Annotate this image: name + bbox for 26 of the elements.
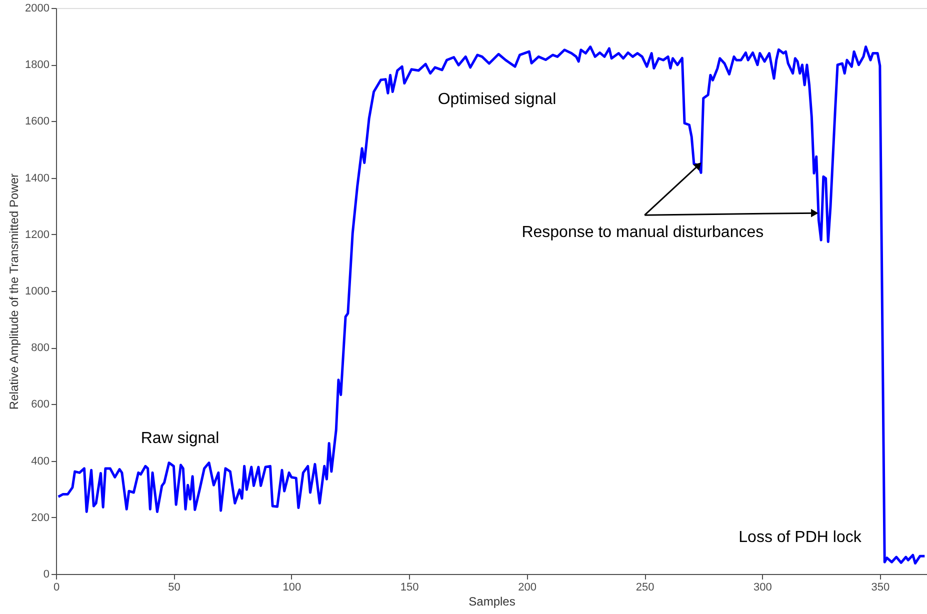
- x-tick-label: 300: [754, 582, 772, 594]
- y-tick-label: 1800: [25, 59, 50, 72]
- annotation: Loss of PDH lock: [738, 529, 862, 546]
- x-tick-label: 0: [53, 582, 60, 594]
- x-tick-label: 200: [518, 582, 536, 594]
- annotation: Optimised signal: [438, 91, 556, 108]
- x-tick-label: 150: [400, 582, 419, 594]
- x-tick-label: 50: [168, 582, 180, 594]
- x-tick-label: 100: [282, 582, 302, 594]
- annotation: Response to manual disturbances: [522, 224, 764, 242]
- y-tick-label: 200: [31, 512, 50, 524]
- annotation: Raw signal: [140, 430, 220, 447]
- y-tick-label: 600: [31, 398, 50, 411]
- y-tick-label: 800: [31, 342, 50, 354]
- y-tick-label: 1000: [25, 286, 50, 298]
- x-tick-label: 250: [636, 582, 654, 594]
- x-axis-title: Samples: [468, 594, 516, 608]
- x-tick-label: 350: [871, 582, 890, 594]
- y-tick-label: 2000: [25, 2, 50, 14]
- y-tick-label: 1600: [25, 116, 50, 128]
- y-axis-title: Relative Amplitude of the Transmitted Power: [7, 173, 22, 410]
- line-series: [57, 46, 926, 564]
- y-tick-label: 400: [31, 455, 50, 468]
- y-tick-label: 1200: [25, 228, 50, 241]
- y-tick-label: 1400: [25, 172, 50, 184]
- y-tick-label: 0: [43, 568, 50, 580]
